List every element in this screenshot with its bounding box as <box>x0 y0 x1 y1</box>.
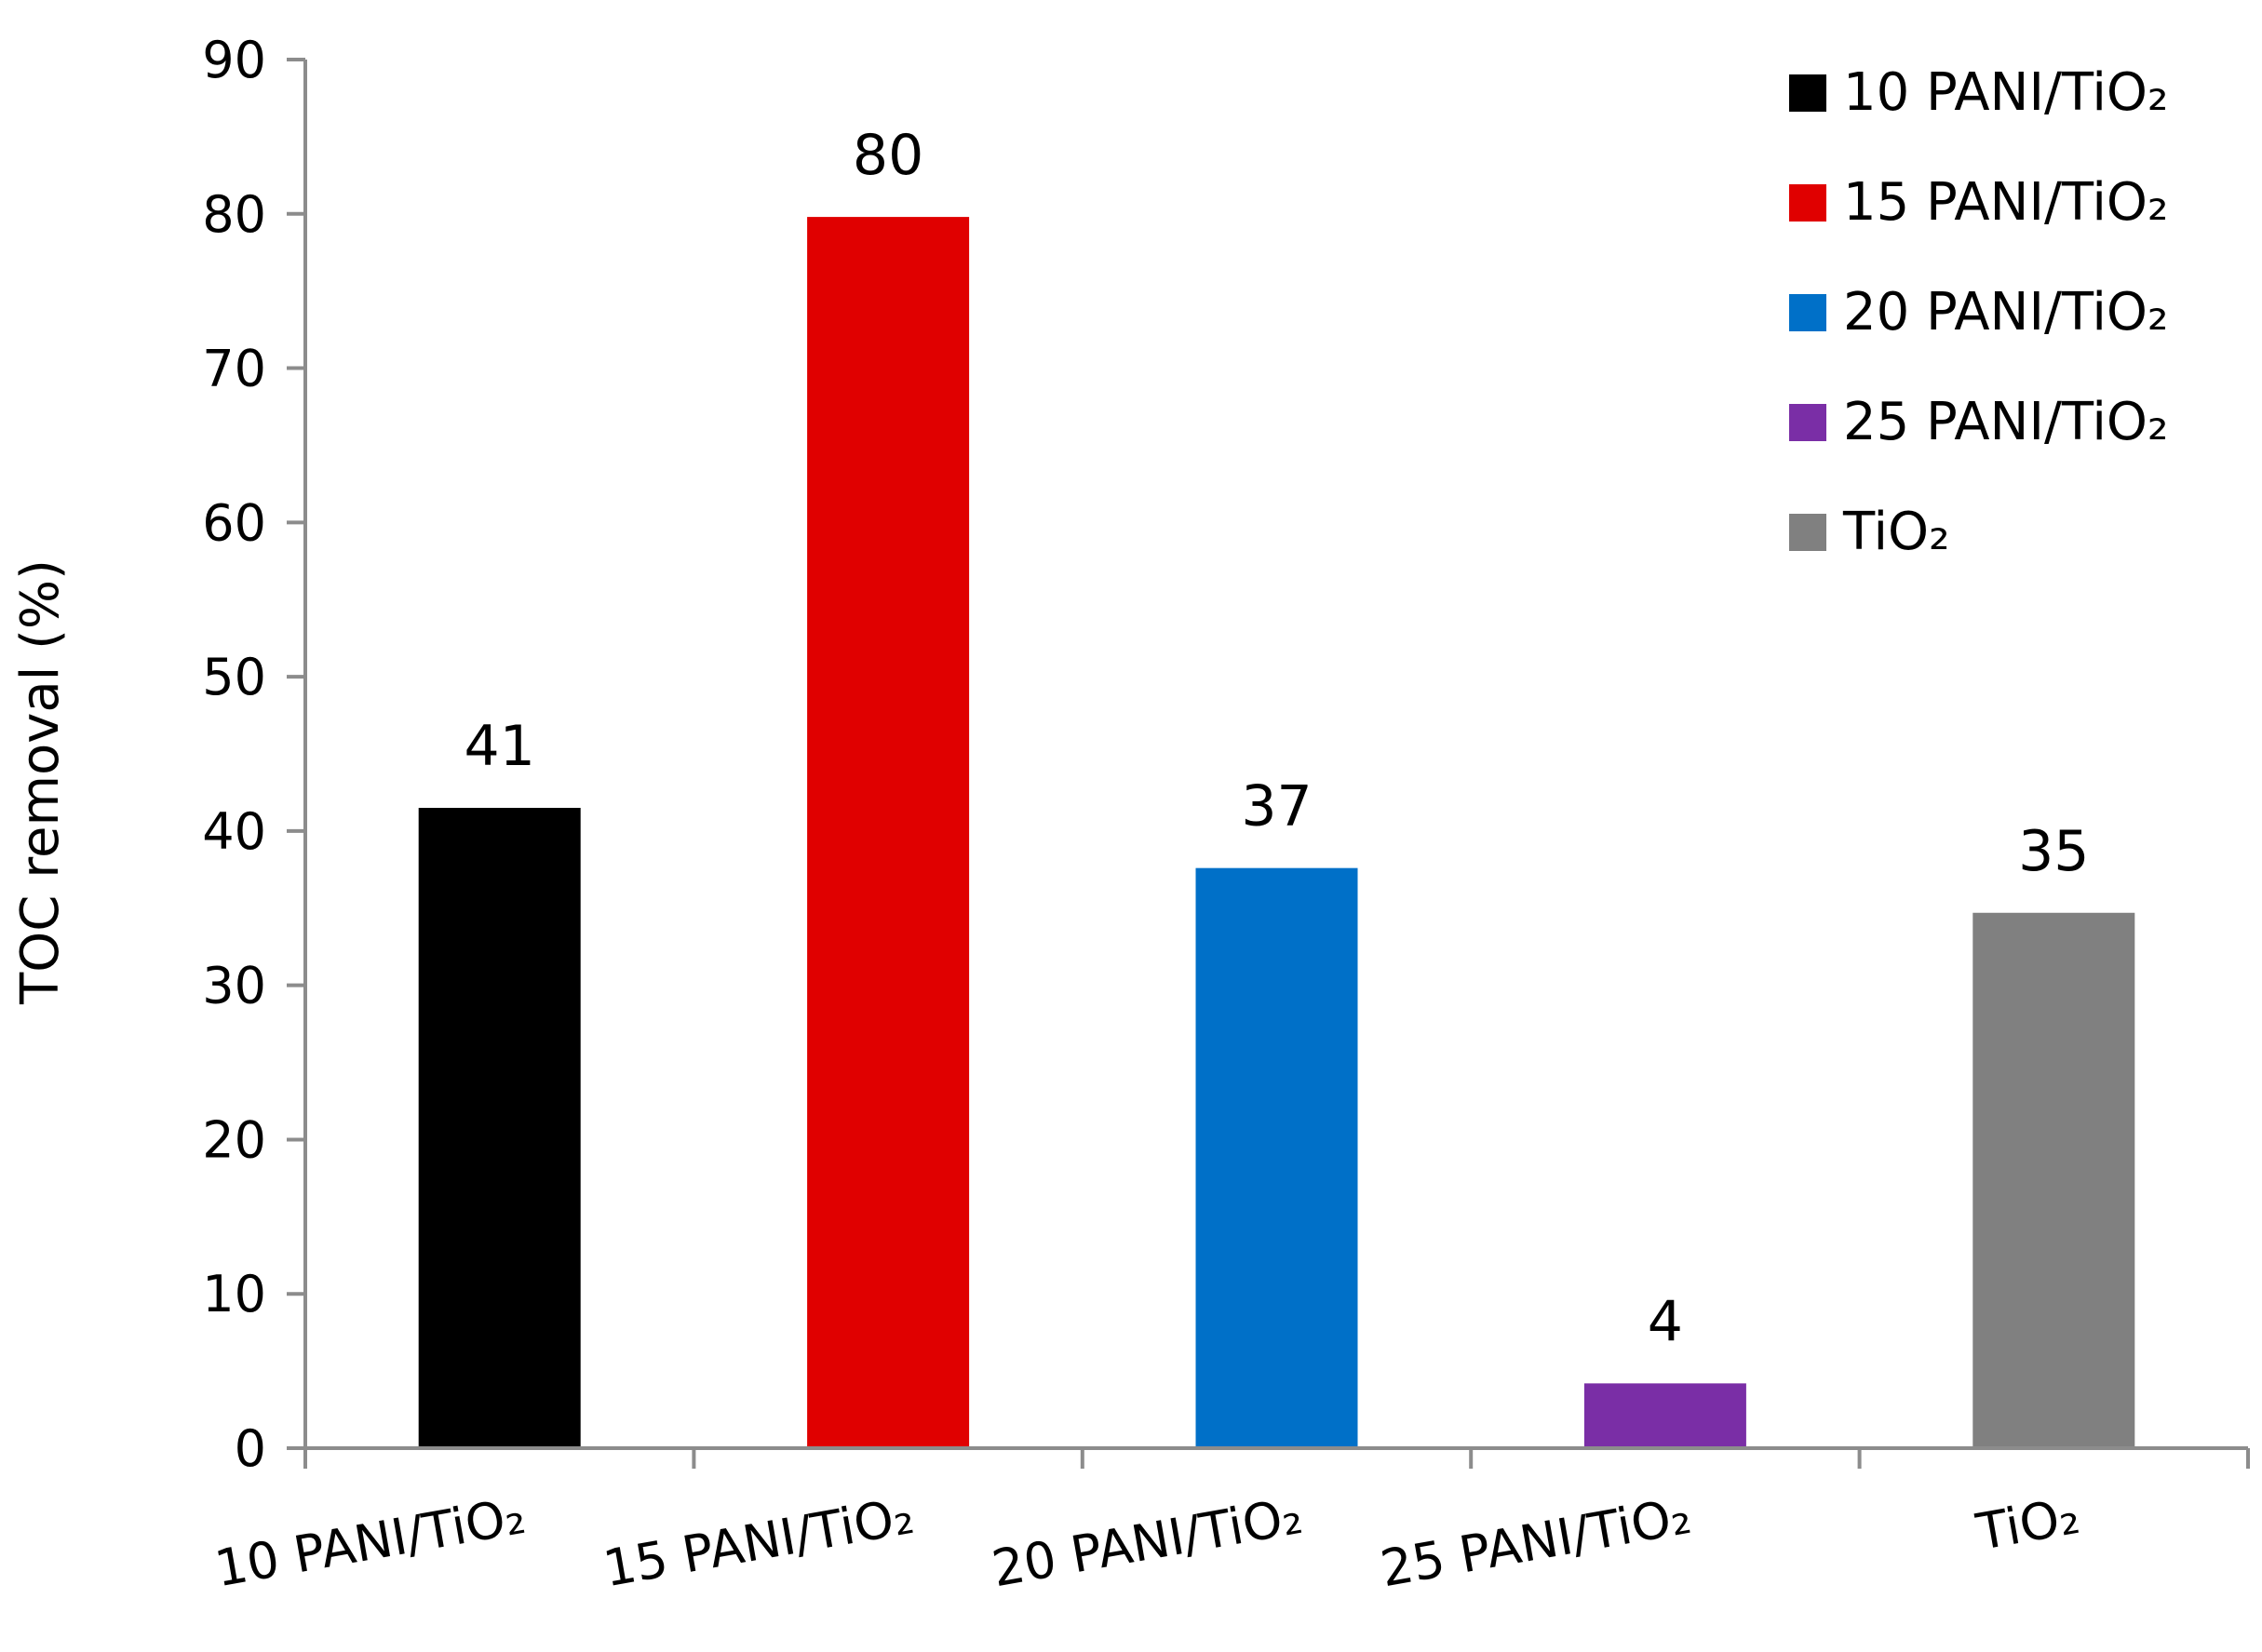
bars-group <box>418 217 2135 1448</box>
bar <box>1195 867 1358 1448</box>
y-axis-title: TOC removal (%) <box>10 559 71 1005</box>
y-tick-label: 30 <box>202 957 266 1015</box>
y-tick-label: 90 <box>202 31 266 89</box>
y-tick-label: 20 <box>202 1110 266 1169</box>
x-tick-label: TiO₂ <box>1972 1486 2084 1562</box>
legend-swatch <box>1789 294 1826 331</box>
data-label: 4 <box>1648 1289 1683 1354</box>
data-labels-group: 41 80 37 4 35 <box>465 123 2090 1354</box>
bar <box>418 808 581 1448</box>
legend-swatch <box>1789 184 1826 222</box>
y-tick-label: 40 <box>202 802 266 861</box>
legend-label: TiO₂ <box>1842 502 1950 562</box>
axes-group <box>303 60 2248 1450</box>
x-ticks-group <box>303 1448 2250 1469</box>
data-label: 35 <box>2018 819 2089 884</box>
y-tick-label: 10 <box>202 1265 266 1323</box>
legend-label: 20 PANI/TiO₂ <box>1843 282 2168 342</box>
x-tick-label: 25 PANI/TiO₂ <box>1376 1486 1695 1599</box>
y-tick-label: 60 <box>202 493 266 552</box>
y-tick-label: 80 <box>202 185 266 244</box>
y-tick-label: 70 <box>202 340 266 398</box>
bar <box>1583 1383 1746 1448</box>
legend-swatch <box>1789 404 1826 441</box>
y-tick-label: 50 <box>202 648 266 706</box>
legend-label: 15 PANI/TiO₂ <box>1843 172 2168 233</box>
x-tick-labels-group: 10 PANI/TiO₂ 15 PANI/TiO₂ 20 PANI/TiO₂ 25 P… <box>210 1486 2083 1599</box>
legend: 10 PANI/TiO₂ 15 PANI/TiO₂ 20 PANI/TiO₂ 25 P… <box>1789 62 2168 562</box>
legend-label: 25 PANI/TiO₂ <box>1843 392 2168 452</box>
data-label: 41 <box>465 714 535 779</box>
x-tick-label: 15 PANI/TiO₂ <box>599 1486 919 1599</box>
x-tick-label: 20 PANI/TiO₂ <box>988 1486 1307 1599</box>
data-label: 80 <box>853 123 923 188</box>
x-tick-label: 10 PANI/TiO₂ <box>210 1486 530 1599</box>
legend-swatch <box>1789 74 1826 112</box>
y-ticks-group: 0 10 20 30 40 50 60 70 80 90 <box>202 31 305 1478</box>
data-label: 37 <box>1241 774 1312 839</box>
bar <box>1973 912 2135 1448</box>
legend-label: 10 PANI/TiO₂ <box>1843 62 2168 123</box>
y-tick-label: 0 <box>235 1419 266 1478</box>
bar <box>807 217 970 1448</box>
legend-swatch <box>1789 514 1826 551</box>
